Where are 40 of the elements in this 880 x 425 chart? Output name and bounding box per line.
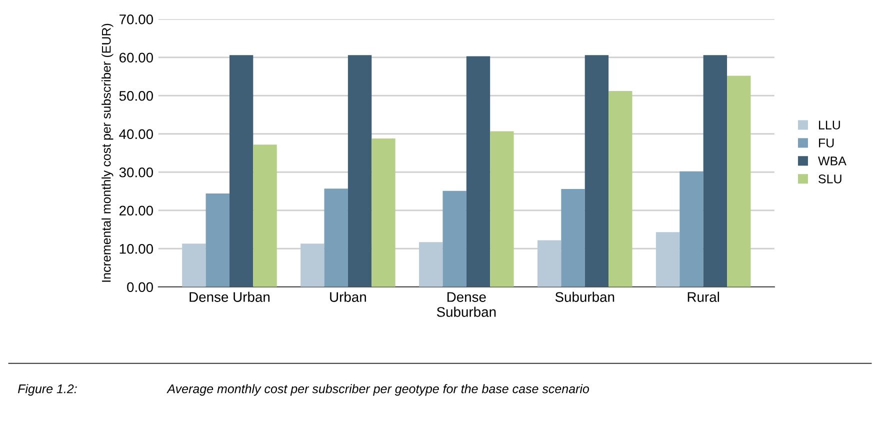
- x-tick-label: Dense Urban: [190, 292, 270, 302]
- caption: Figure 1.2:: [18, 384, 77, 396]
- bar: [466, 56, 490, 287]
- y-tick-label: 50.00: [119, 90, 153, 101]
- bar: [348, 55, 372, 287]
- legend-label: SLU: [818, 174, 842, 184]
- x-tick-label: Rural: [688, 292, 719, 302]
- y-axis-title: Incremental monthly cost per subscriber (EUR): [102, 24, 114, 282]
- bar: [372, 138, 396, 287]
- bar: [206, 194, 230, 287]
- y-tick-label: 70.00: [120, 14, 153, 24]
- y-tick-label: 20.00: [119, 206, 153, 216]
- bar: [608, 91, 632, 287]
- x-tick-label: Urban: [330, 292, 366, 302]
- x-tick-label: Suburban: [555, 292, 614, 302]
- bar: [300, 244, 324, 287]
- bar: [561, 188, 585, 287]
- y-tick-label: 60.00: [119, 52, 153, 63]
- bar: [537, 240, 562, 287]
- bar: [324, 188, 348, 287]
- bar: [182, 244, 206, 287]
- text: Average monthly cost per subscriber per geotype for the base case scenario: [166, 384, 590, 396]
- legend-label: LLU: [818, 120, 840, 130]
- bar: [419, 242, 443, 287]
- bar: [442, 190, 466, 287]
- bar: [656, 232, 680, 287]
- y-tick-label: 30.00: [119, 167, 153, 178]
- bar: [229, 55, 254, 287]
- y-tick-label: 40.00: [119, 129, 153, 140]
- bar: [253, 144, 277, 287]
- bar: [584, 55, 609, 287]
- legend-label: FU: [818, 138, 834, 148]
- bar: [680, 171, 704, 287]
- y-tick-label: 10.00: [120, 244, 153, 254]
- bar: [703, 55, 728, 287]
- bar: [490, 131, 514, 287]
- legend-label: WBA: [818, 156, 846, 166]
- y-tick-label: 0.00: [127, 282, 153, 292]
- bar: [727, 76, 751, 287]
- x-tick-label: Dense Suburban: [436, 292, 496, 317]
